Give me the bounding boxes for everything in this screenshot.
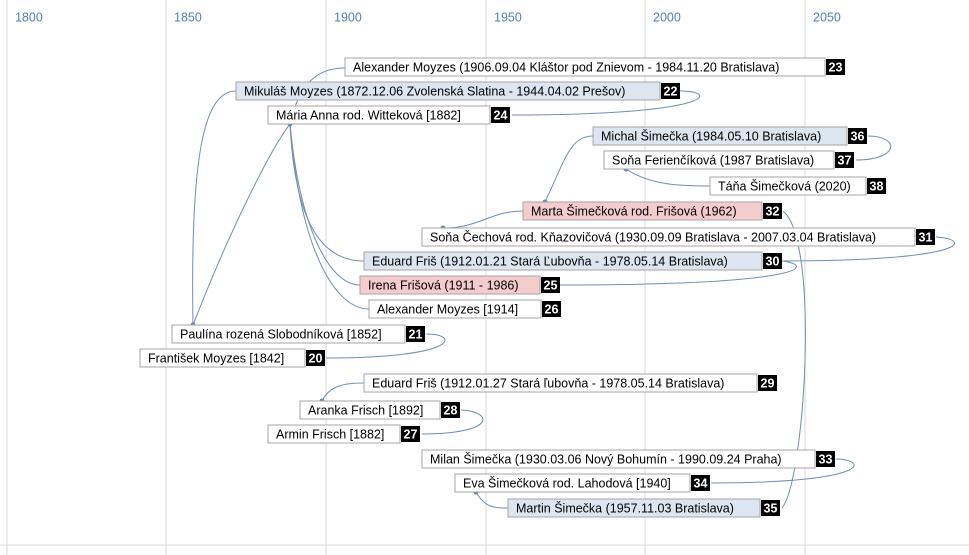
connectors (190, 67, 955, 509)
person-box (603, 150, 835, 170)
person-box (235, 81, 661, 101)
year-label: 2000 (653, 10, 681, 24)
person-box (267, 105, 491, 125)
person-number: 25 (544, 278, 558, 292)
person-number-box (661, 83, 680, 99)
person-box (299, 400, 441, 420)
person-label: Alexander Moyzes [1914] (377, 302, 518, 316)
person-number: 35 (764, 501, 778, 515)
person-number-box (867, 178, 886, 194)
person-label: Eduard Friš (1912.01.27 Stará ľubovňa - … (372, 376, 724, 390)
person-number-box (406, 326, 425, 342)
person-number: 34 (694, 476, 708, 490)
year-label: 1950 (494, 10, 522, 24)
person-label: Soňa Ferienčíková (1987 Bratislava) (612, 153, 814, 167)
person-label: Michal Šimečka (1984.05.10 Bratislava) (601, 128, 821, 143)
person-number: 28 (444, 403, 458, 417)
person-label: Mikuláš Moyzes (1872.12.06 Zvolenská Sla… (244, 84, 625, 98)
person-number-box (763, 203, 782, 219)
person-box (454, 473, 691, 493)
person-label: Marta Šimečková rod. Frišová (1962) (531, 203, 737, 218)
person-label: Martin Šimečka (1957.11.03 Bratislava) (516, 500, 734, 515)
person-number-box (542, 301, 561, 317)
person-number-box (758, 375, 777, 391)
person-box (171, 324, 406, 344)
person-number: 26 (545, 302, 559, 316)
person-box (139, 348, 306, 368)
person-number-box (691, 475, 710, 491)
year-label: 2050 (813, 10, 841, 24)
year-label: 1850 (174, 10, 202, 24)
person-label: Alexander Moyzes (1906.09.04 Kláštor pod… (353, 60, 779, 74)
person-number: 29 (761, 376, 775, 390)
person-number-box (541, 277, 560, 293)
person-number: 24 (494, 108, 508, 122)
person-number: 37 (838, 153, 852, 167)
person-box (522, 201, 763, 221)
person-number-box (441, 402, 460, 418)
person-number: 21 (409, 327, 423, 341)
person-label: František Moyzes [1842] (148, 351, 284, 365)
person-number: 30 (766, 254, 780, 268)
person-number-box (763, 253, 782, 269)
person-label: Soňa Čechová rod. Kňazovičová (1930.09.0… (430, 229, 876, 244)
person-box (267, 424, 401, 444)
person-number-box (761, 500, 780, 516)
person-box (709, 176, 867, 196)
person-label: Eva Šimečková rod. Lahodová [1940] (463, 475, 671, 490)
person-label: Irena Frišová (1911 - 1986) (368, 278, 519, 292)
person-number: 32 (766, 204, 780, 218)
person-number-box (848, 128, 867, 144)
person-label: Milan Šimečka (1930.03.06 Nový Bohumín -… (430, 451, 782, 466)
year-label: 1900 (334, 10, 362, 24)
person-box (344, 57, 826, 77)
person-box (507, 498, 761, 518)
person-number: 31 (919, 230, 933, 244)
person-box (592, 126, 848, 146)
person-number-box (816, 451, 835, 467)
person-number-box (835, 152, 854, 168)
person-number-box (401, 426, 420, 442)
person-number-box (306, 350, 325, 366)
person-number: 23 (829, 60, 843, 74)
person-box (363, 373, 758, 393)
year-label: 1800 (15, 10, 43, 24)
person-label: Mária Anna rod. Witteková [1882] (276, 108, 461, 122)
person-number-box (826, 59, 845, 75)
person-label: Paulína rozená Slobodníková [1852] (180, 327, 382, 341)
person-number: 38 (870, 179, 884, 193)
person-number: 33 (819, 452, 833, 466)
person-number-box (916, 229, 935, 245)
person-box (359, 275, 541, 295)
person-number-box (491, 107, 510, 123)
person-box (421, 449, 816, 469)
person-box (421, 227, 916, 247)
person-number: 22 (664, 84, 678, 98)
person-box (368, 299, 542, 319)
person-label: Armin Frisch [1882] (276, 427, 384, 441)
person-label: Aranka Frisch [1892] (308, 403, 423, 417)
person-number: 27 (404, 427, 418, 441)
person-label: Táňa Šimečková (2020) (718, 178, 851, 193)
person-label: Eduard Friš (1912.01.21 Stará Ľubovňa - … (372, 254, 728, 268)
person-number: 36 (851, 129, 865, 143)
person-number: 20 (309, 351, 323, 365)
person-box (363, 251, 763, 271)
